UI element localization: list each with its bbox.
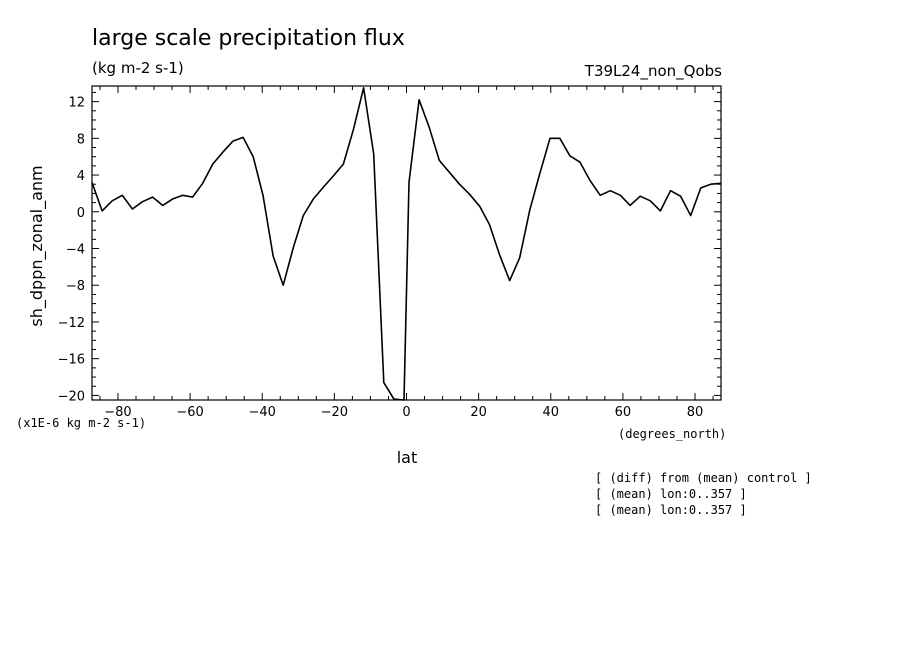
y-tick-label: −20 xyxy=(58,389,85,404)
y-tick-label: 12 xyxy=(68,96,85,111)
x-tick-label: 0 xyxy=(402,405,410,420)
footnote-line-1: [ (diff) from (mean) control ] xyxy=(595,471,812,485)
y-axis-label: sh_dppn_zonal_anm xyxy=(27,165,47,326)
x-units-note: (degrees_north) xyxy=(618,427,726,441)
x-tick-label: 40 xyxy=(542,405,559,420)
y-scale-note: (x1E-6 kg m-2 s-1) xyxy=(16,416,146,430)
y-tick-label: 8 xyxy=(77,132,85,147)
x-tick-label: −80 xyxy=(104,405,131,420)
chart-units: (kg m-2 s-1) xyxy=(92,59,184,77)
footnote-line-2: [ (mean) lon:0..357 ] xyxy=(595,487,747,501)
data-series xyxy=(91,87,722,401)
x-tick-label: 60 xyxy=(615,405,632,420)
x-tick-label: −40 xyxy=(249,405,276,420)
y-tick-label: −4 xyxy=(66,243,85,258)
run-name: T39L24_non_Qobs xyxy=(584,62,722,81)
chart-title: large scale precipitation flux xyxy=(92,26,405,51)
x-tick-label: −60 xyxy=(176,405,203,420)
x-axis-label: lat xyxy=(397,448,418,467)
x-tick-label: 80 xyxy=(687,405,704,420)
axis-ticks xyxy=(92,86,721,400)
y-tick-label: −12 xyxy=(58,316,85,331)
x-tick-label: −20 xyxy=(321,405,348,420)
x-tick-label: 20 xyxy=(470,405,487,420)
y-tick-label: 0 xyxy=(77,206,85,221)
footnote-line-3: [ (mean) lon:0..357 ] xyxy=(595,503,747,517)
y-tick-label: −8 xyxy=(66,279,85,294)
y-tick-label: −16 xyxy=(58,353,85,368)
series-line xyxy=(91,87,722,401)
y-tick-label: 4 xyxy=(77,169,85,184)
plot-frame xyxy=(91,85,722,401)
